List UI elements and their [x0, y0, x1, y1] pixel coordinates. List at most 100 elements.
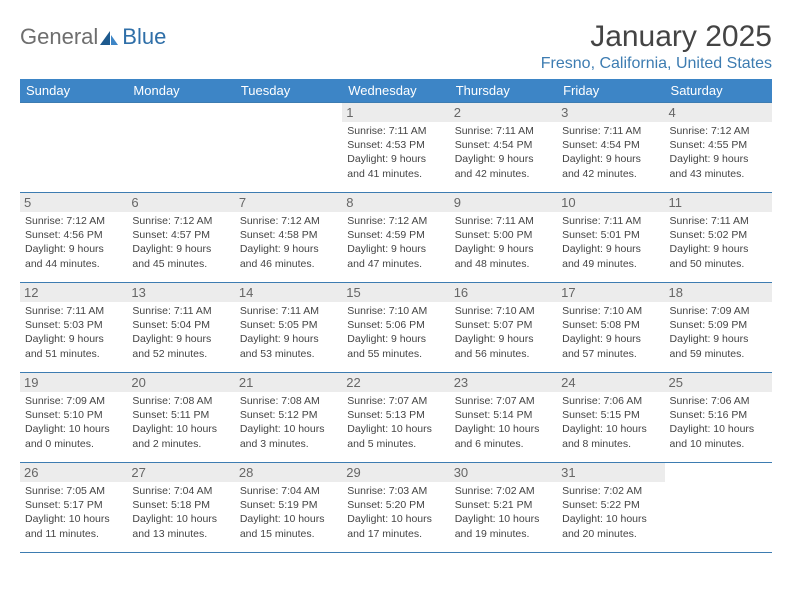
day-details: Sunrise: 7:04 AMSunset: 5:19 PMDaylight:… [240, 484, 337, 541]
day-details: Sunrise: 7:11 AMSunset: 5:02 PMDaylight:… [670, 214, 767, 271]
day-number: 28 [235, 463, 342, 482]
dow-header: Sunday [20, 79, 127, 103]
day-number: 6 [127, 193, 234, 212]
day-number: 9 [450, 193, 557, 212]
day-details: Sunrise: 7:10 AMSunset: 5:08 PMDaylight:… [562, 304, 659, 361]
dow-header: Saturday [665, 79, 772, 103]
day-number: 27 [127, 463, 234, 482]
day-cell: 15Sunrise: 7:10 AMSunset: 5:06 PMDayligh… [342, 283, 449, 373]
day-cell: 9 Sunrise: 7:11 AMSunset: 5:00 PMDaylight… [450, 193, 557, 283]
day-number: 17 [557, 283, 664, 302]
page-title: January 2025 [541, 20, 772, 53]
day-number: 12 [20, 283, 127, 302]
day-cell: 31 Sunrise: 7:02 AMSunset: 5:22 PMDayligh… [557, 463, 664, 553]
day-details: Sunrise: 7:11 AMSunset: 5:00 PMDaylight:… [455, 214, 552, 271]
day-number: 10 [557, 193, 664, 212]
day-details: Sunrise: 7:06 AMSunset: 5:15 PMDaylight:… [562, 394, 659, 451]
day-cell: 19 Sunrise: 7:09 AMSunset: 5:10 PMDayligh… [20, 373, 127, 463]
days-of-week-row: SundayMondayTuesdayWednesdayThursdayFrid… [20, 79, 772, 103]
day-details: Sunrise: 7:11 AMSunset: 5:03 PMDaylight:… [25, 304, 122, 361]
day-number: 31 [557, 463, 664, 482]
day-details: Sunrise: 7:10 AMSunset: 5:07 PMDaylight:… [455, 304, 552, 361]
day-number: 14 [235, 283, 342, 302]
dow-header: Thursday [450, 79, 557, 103]
day-cell: 5 Sunrise: 7:12 AMSunset: 4:56 PMDaylight… [20, 193, 127, 283]
day-details: Sunrise: 7:09 AMSunset: 5:09 PMDaylight:… [670, 304, 767, 361]
day-details: Sunrise: 7:12 AMSunset: 4:56 PMDaylight:… [25, 214, 122, 271]
day-details: Sunrise: 7:12 AMSunset: 4:59 PMDaylight:… [347, 214, 444, 271]
day-cell: 7 Sunrise: 7:12 AMSunset: 4:58 PMDaylight… [235, 193, 342, 283]
day-number: 13 [127, 283, 234, 302]
day-number: 7 [235, 193, 342, 212]
logo: General Blue [20, 24, 166, 50]
day-details: Sunrise: 7:11 AMSunset: 5:01 PMDaylight:… [562, 214, 659, 271]
day-details: Sunrise: 7:02 AMSunset: 5:22 PMDaylight:… [562, 484, 659, 541]
week-row: 1Sunrise: 7:11 AMSunset: 4:53 PMDaylight… [20, 103, 772, 193]
day-details: Sunrise: 7:11 AMSunset: 5:05 PMDaylight:… [240, 304, 337, 361]
logo-text-1: General [20, 24, 98, 50]
day-details: Sunrise: 7:11 AMSunset: 4:54 PMDaylight:… [455, 124, 552, 181]
day-number: 15 [342, 283, 449, 302]
day-cell: 6Sunrise: 7:12 AMSunset: 4:57 PMDaylight… [127, 193, 234, 283]
day-details: Sunrise: 7:04 AMSunset: 5:18 PMDaylight:… [132, 484, 229, 541]
day-cell: 14 Sunrise: 7:11 AMSunset: 5:05 PMDayligh… [235, 283, 342, 373]
day-details: Sunrise: 7:07 AMSunset: 5:13 PMDaylight:… [347, 394, 444, 451]
day-number: 18 [665, 283, 772, 302]
dow-header: Friday [557, 79, 664, 103]
week-row: 12 Sunrise: 7:11 AMSunset: 5:03 PMDayligh… [20, 283, 772, 373]
day-number: 3 [557, 103, 664, 122]
day-cell: 12 Sunrise: 7:11 AMSunset: 5:03 PMDayligh… [20, 283, 127, 373]
day-cell: 17 Sunrise: 7:10 AMSunset: 5:08 PMDayligh… [557, 283, 664, 373]
day-number: 30 [450, 463, 557, 482]
dow-header: Tuesday [235, 79, 342, 103]
location: Fresno, California, United States [541, 55, 772, 73]
day-cell: 22 Sunrise: 7:07 AMSunset: 5:13 PMDayligh… [342, 373, 449, 463]
day-details: Sunrise: 7:02 AMSunset: 5:21 PMDaylight:… [455, 484, 552, 541]
day-details: Sunrise: 7:08 AMSunset: 5:12 PMDaylight:… [240, 394, 337, 451]
day-number: 25 [665, 373, 772, 392]
day-cell: 20Sunrise: 7:08 AMSunset: 5:11 PMDayligh… [127, 373, 234, 463]
day-number: 19 [20, 373, 127, 392]
day-number: 11 [665, 193, 772, 212]
day-number: 22 [342, 373, 449, 392]
week-row: 5 Sunrise: 7:12 AMSunset: 4:56 PMDaylight… [20, 193, 772, 283]
day-cell: 3Sunrise: 7:11 AMSunset: 4:54 PMDaylight… [557, 103, 664, 193]
calendar-page: General Blue January 2025 Fresno, Califo… [0, 0, 792, 612]
day-number: 5 [20, 193, 127, 212]
dow-header: Wednesday [342, 79, 449, 103]
day-cell: 27 Sunrise: 7:04 AMSunset: 5:18 PMDayligh… [127, 463, 234, 553]
empty-cell [665, 463, 772, 553]
day-number: 29 [342, 463, 449, 482]
day-cell: 13 Sunrise: 7:11 AMSunset: 5:04 PMDayligh… [127, 283, 234, 373]
day-cell: 4Sunrise: 7:12 AMSunset: 4:55 PMDaylight… [665, 103, 772, 193]
empty-cell [20, 103, 127, 193]
calendar-table: SundayMondayTuesdayWednesdayThursdayFrid… [20, 79, 772, 553]
day-cell: 30 Sunrise: 7:02 AMSunset: 5:21 PMDayligh… [450, 463, 557, 553]
day-details: Sunrise: 7:12 AMSunset: 4:55 PMDaylight:… [670, 124, 767, 181]
day-cell: 21Sunrise: 7:08 AMSunset: 5:12 PMDayligh… [235, 373, 342, 463]
day-details: Sunrise: 7:12 AMSunset: 4:58 PMDaylight:… [240, 214, 337, 271]
day-cell: 2 Sunrise: 7:11 AMSunset: 4:54 PMDaylight… [450, 103, 557, 193]
week-row: 19 Sunrise: 7:09 AMSunset: 5:10 PMDayligh… [20, 373, 772, 463]
day-cell: 23 Sunrise: 7:07 AMSunset: 5:14 PMDayligh… [450, 373, 557, 463]
header: General Blue January 2025 Fresno, Califo… [20, 20, 772, 73]
empty-cell [127, 103, 234, 193]
day-details: Sunrise: 7:11 AMSunset: 5:04 PMDaylight:… [132, 304, 229, 361]
day-number: 8 [342, 193, 449, 212]
day-number: 1 [342, 103, 449, 122]
day-details: Sunrise: 7:09 AMSunset: 5:10 PMDaylight:… [25, 394, 122, 451]
day-cell: 16Sunrise: 7:10 AMSunset: 5:07 PMDayligh… [450, 283, 557, 373]
day-number: 26 [20, 463, 127, 482]
day-cell: 8 Sunrise: 7:12 AMSunset: 4:59 PMDaylight… [342, 193, 449, 283]
empty-cell [235, 103, 342, 193]
day-cell: 10 Sunrise: 7:11 AMSunset: 5:01 PMDayligh… [557, 193, 664, 283]
day-details: Sunrise: 7:07 AMSunset: 5:14 PMDaylight:… [455, 394, 552, 451]
day-number: 24 [557, 373, 664, 392]
day-details: Sunrise: 7:03 AMSunset: 5:20 PMDaylight:… [347, 484, 444, 541]
day-cell: 25Sunrise: 7:06 AMSunset: 5:16 PMDayligh… [665, 373, 772, 463]
day-number: 2 [450, 103, 557, 122]
day-cell: 24 Sunrise: 7:06 AMSunset: 5:15 PMDayligh… [557, 373, 664, 463]
day-cell: 28 Sunrise: 7:04 AMSunset: 5:19 PMDayligh… [235, 463, 342, 553]
logo-sail-icon [98, 29, 120, 47]
day-number: 23 [450, 373, 557, 392]
